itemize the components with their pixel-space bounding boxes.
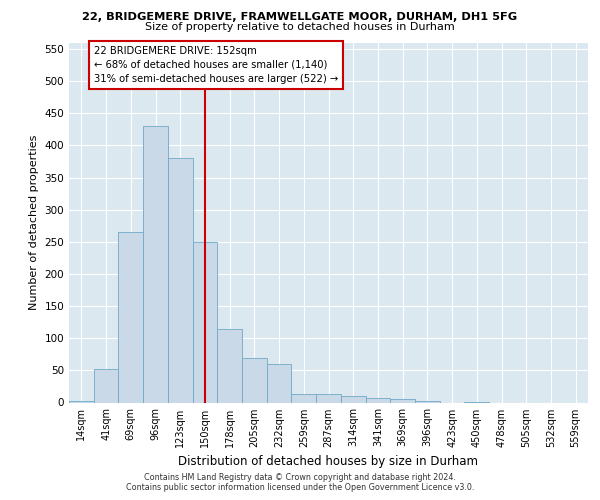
Bar (168, 158, 193, 402)
Bar (415, 401, 440, 402)
Text: Contains HM Land Registry data © Crown copyright and database right 2024.: Contains HM Land Registry data © Crown c… (144, 472, 456, 482)
Bar (193, 242, 217, 402)
Bar (267, 364, 292, 403)
Bar (242, 358, 267, 403)
Bar (316, 394, 341, 402)
Text: Contains public sector information licensed under the Open Government Licence v3: Contains public sector information licen… (126, 482, 474, 492)
Bar (365, 398, 390, 402)
Bar (390, 400, 415, 402)
Y-axis label: Number of detached properties: Number of detached properties (29, 135, 39, 310)
Bar (217, 328, 242, 402)
Bar (118, 232, 143, 402)
Text: 22 BRIDGEMERE DRIVE: 152sqm
← 68% of detached houses are smaller (1,140)
31% of : 22 BRIDGEMERE DRIVE: 152sqm ← 68% of det… (94, 46, 338, 84)
Bar (69, 400, 94, 402)
X-axis label: Distribution of detached houses by size in Durham: Distribution of detached houses by size … (179, 455, 479, 468)
Bar (94, 369, 118, 402)
Text: Size of property relative to detached houses in Durham: Size of property relative to detached ho… (145, 22, 455, 32)
Bar (143, 126, 168, 402)
Text: 22, BRIDGEMERE DRIVE, FRAMWELLGATE MOOR, DURHAM, DH1 5FG: 22, BRIDGEMERE DRIVE, FRAMWELLGATE MOOR,… (82, 12, 518, 22)
Bar (292, 394, 316, 402)
Bar (341, 396, 365, 402)
